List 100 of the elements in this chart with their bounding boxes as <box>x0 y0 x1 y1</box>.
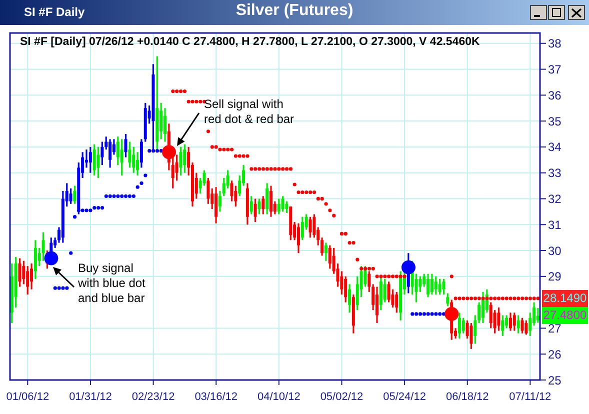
candlestick <box>202 169 206 187</box>
candlestick <box>434 276 438 296</box>
point <box>96 206 100 210</box>
candlestick <box>497 306 500 332</box>
candlestick <box>42 232 45 262</box>
point <box>57 286 61 290</box>
point <box>116 194 120 198</box>
candlestick <box>438 278 442 296</box>
candlestick <box>300 216 304 241</box>
point <box>418 312 422 316</box>
candlestick <box>258 198 261 216</box>
text: 27.4800 <box>542 307 588 324</box>
x-tick-label: 05/24/12 <box>383 391 426 403</box>
candlestick <box>179 146 182 176</box>
candlestick <box>512 312 516 332</box>
candlestick <box>312 213 316 238</box>
candlestick <box>426 273 430 298</box>
point <box>438 312 442 316</box>
candlestick <box>324 242 328 262</box>
candlestick <box>348 283 352 314</box>
candlestick <box>164 107 167 143</box>
candlestick <box>387 280 390 304</box>
annotation: Sell signal with red dot & red bar <box>204 97 296 127</box>
candlestick <box>395 291 398 314</box>
x-tick-label: 02/23/12 <box>132 391 175 403</box>
point <box>422 312 426 316</box>
point <box>76 208 81 212</box>
point <box>144 174 148 178</box>
candlestick <box>383 278 386 304</box>
candlestick <box>160 102 163 140</box>
candlestick <box>446 292 450 307</box>
candlestick <box>120 138 124 176</box>
x-tick-label: 03/16/12 <box>194 391 238 403</box>
candlestick <box>524 320 528 336</box>
point <box>120 194 124 198</box>
candlestick <box>100 140 104 166</box>
candlestick <box>508 312 512 332</box>
y-tick-label: 32 <box>548 192 562 206</box>
y-tick-label: 38 <box>548 36 562 51</box>
point <box>72 215 77 219</box>
candlestick <box>376 286 379 324</box>
x-tick-label: 06/18/12 <box>446 391 489 403</box>
candlestick <box>296 222 300 254</box>
y-tick-label: 36 <box>548 88 562 102</box>
y-tick-label: 30 <box>548 244 562 258</box>
candlestick <box>26 265 30 296</box>
point <box>108 194 112 198</box>
candlestick <box>442 278 446 296</box>
y-tick-label: 25 <box>548 373 562 388</box>
candlestick <box>250 195 253 216</box>
point <box>100 206 104 210</box>
y-tick-label: 37 <box>548 62 562 77</box>
point <box>128 194 132 198</box>
candlestick <box>22 260 26 285</box>
candlestick <box>266 182 269 216</box>
candlestick <box>501 314 504 337</box>
candlestick <box>230 180 234 202</box>
candlestick <box>73 184 76 205</box>
candlestick <box>308 216 312 238</box>
point <box>148 149 152 153</box>
point <box>430 312 434 316</box>
candlestick <box>418 276 422 293</box>
x-tick-label: 01/31/12 <box>69 391 112 403</box>
point <box>104 194 108 198</box>
chart-title: Silver (Futures) <box>236 2 354 19</box>
point <box>434 312 438 316</box>
candlestick <box>277 198 280 216</box>
text: SI #F Daily <box>24 5 85 19</box>
point <box>80 208 84 212</box>
point <box>84 208 88 212</box>
point <box>132 194 136 198</box>
candlestick <box>430 273 434 296</box>
candlestick <box>520 317 524 334</box>
candlestick <box>254 198 257 223</box>
point <box>140 181 144 185</box>
x-tick-label: 05/02/12 <box>320 391 364 403</box>
candlestick <box>128 140 132 168</box>
candlestick <box>536 307 540 324</box>
annotation: Buy signal with blue dot and blue bar <box>78 261 146 306</box>
point <box>112 194 116 198</box>
point <box>151 149 156 153</box>
point <box>61 286 65 290</box>
candlestick <box>458 312 461 340</box>
candlestick <box>124 133 128 158</box>
point <box>53 286 57 290</box>
candlestick <box>69 188 72 205</box>
y-tick-label: 33 <box>548 166 562 180</box>
candlestick <box>470 322 473 350</box>
y-tick-label: 31 <box>548 218 562 232</box>
candlestick <box>18 257 22 288</box>
candlestick <box>262 195 265 216</box>
candlestick <box>132 146 136 174</box>
point <box>414 312 418 316</box>
candlestick <box>226 169 230 190</box>
candlestick <box>183 144 186 174</box>
candlestick <box>270 184 273 218</box>
candlestick <box>92 144 96 176</box>
y-tick-label: 35 <box>548 114 562 128</box>
candlestick <box>516 314 520 334</box>
x-tick-label: 01/06/12 <box>6 391 50 403</box>
